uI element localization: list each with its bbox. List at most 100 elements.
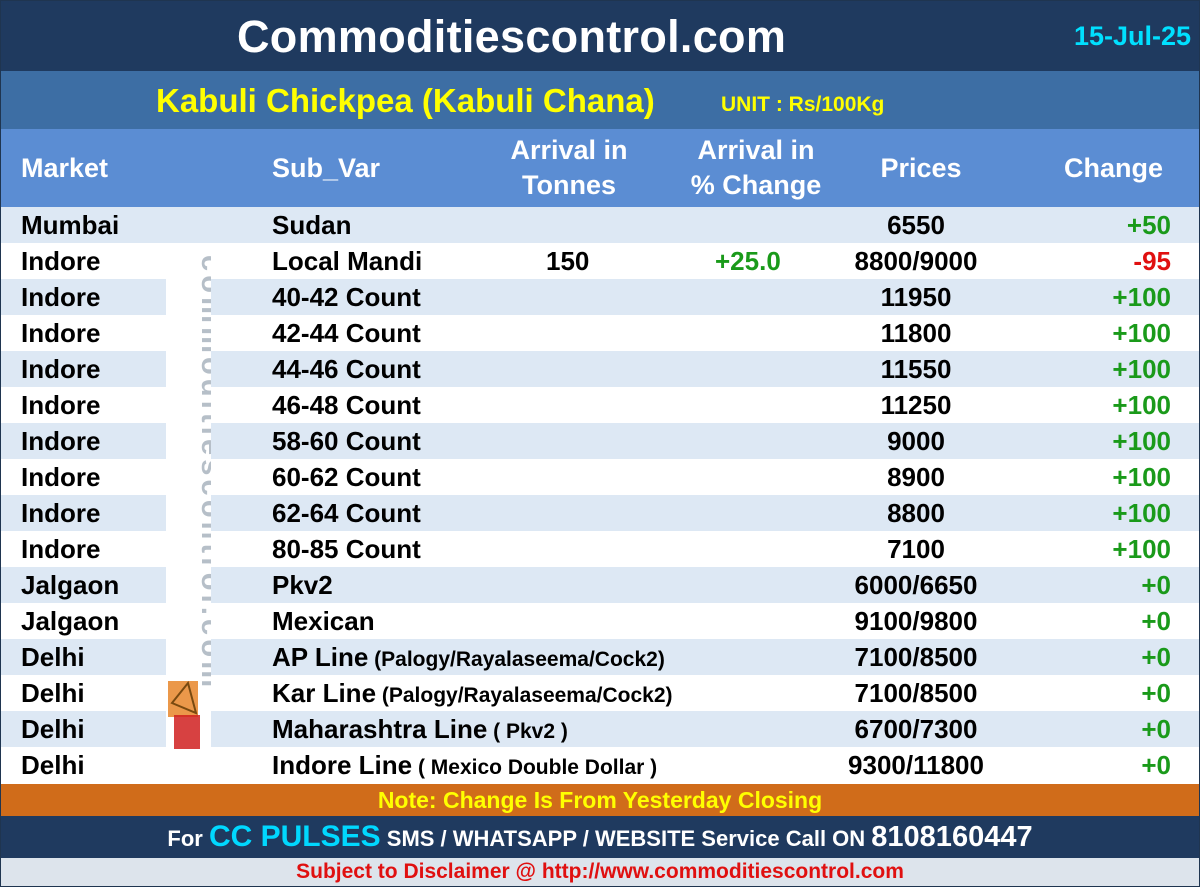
sub-var-cell: Mexican <box>272 603 375 639</box>
market-cell: Indore <box>21 390 101 420</box>
report-date: 15-Jul-25 <box>1073 21 1191 51</box>
change-cell: +100 <box>1112 462 1171 492</box>
table-row: Mumbai Sudan 6550 +50 <box>1 207 1199 243</box>
change-cell: +0 <box>1141 570 1171 600</box>
sub-var-cell: 58-60 Count <box>272 423 421 459</box>
sub-var-cell: 80-85 Count <box>272 531 421 567</box>
market-cell: Indore <box>21 282 101 312</box>
sub-var-cell: Indore Line ( Mexico Double Dollar ) <box>272 747 657 786</box>
sub-var-cell: 46-48 Count <box>272 387 421 423</box>
table-row: Delhi Kar Line (Palogy/Rayalaseema/Cock2)… <box>1 675 1199 711</box>
table-row: Indore 80-85 Count 7100 +100 <box>1 531 1199 567</box>
market-cell: Indore <box>21 462 101 492</box>
watermark-svg: commoditiescontrol.com <box>168 255 211 749</box>
sub-var-cell: Local Mandi <box>272 243 422 279</box>
sub-var-label: Maharashtra Line <box>272 714 488 744</box>
price-cell: 7100/8500 <box>854 678 978 708</box>
price-cell: 9300/11800 <box>848 750 984 780</box>
price-cell: 6000/6650 <box>854 570 978 600</box>
sub-var-label: AP Line <box>272 642 369 672</box>
sub-var-label: 80-85 Count <box>272 534 421 564</box>
sub-var-cell: 62-64 Count <box>272 495 421 531</box>
sub-var-label: 46-48 Count <box>272 390 421 420</box>
sub-var-note: ( Mexico Double Dollar ) <box>412 756 658 779</box>
sub-var-cell: 60-62 Count <box>272 459 421 495</box>
market-cell: Indore <box>21 318 101 348</box>
price-cell: 11800 <box>880 318 952 348</box>
market-cell: Indore <box>21 246 101 276</box>
market-cell: Mumbai <box>21 210 120 240</box>
sub-var-cell: Kar Line (Palogy/Rayalaseema/Cock2) <box>272 675 673 714</box>
sub-var-cell: AP Line (Palogy/Rayalaseema/Cock2) <box>272 639 665 678</box>
commodity-title: Kabuli Chickpea (Kabuli Chana) <box>156 82 655 119</box>
market-cell: Jalgaon <box>21 570 120 600</box>
sub-var-label: Kar Line <box>272 678 377 708</box>
sub-var-cell: 40-42 Count <box>272 279 421 315</box>
price-cell: 6700/7300 <box>854 714 978 744</box>
footer-bar: For CC PULSES SMS / WHATSAPP / WEBSITE S… <box>1 816 1199 858</box>
price-cell: 7100 <box>887 534 945 564</box>
price-cell: 11550 <box>880 354 952 384</box>
table-row: Delhi Indore Line ( Mexico Double Dollar … <box>1 747 1199 783</box>
sub-var-label: 62-64 Count <box>272 498 421 528</box>
arrival-pct-cell: +25.0 <box>715 246 781 276</box>
change-cell: +0 <box>1141 750 1171 780</box>
col-sub-var: Sub_Var <box>272 153 381 183</box>
change-cell: -95 <box>1133 246 1171 276</box>
table-row: Indore Local Mandi 150 +25.0 8800/9000 -95 <box>1 243 1199 279</box>
col-pct-line2: % Change <box>690 170 822 200</box>
col-pct-line1: Arrival in <box>697 135 815 165</box>
market-cell: Delhi <box>21 750 85 780</box>
arrival-cell: 150 <box>546 246 590 276</box>
sub-var-label: 42-44 Count <box>272 318 421 348</box>
price-cell: 11250 <box>880 390 952 420</box>
price-cell: 8800 <box>887 498 945 528</box>
site-title: Commoditiescontrol.com <box>237 11 787 62</box>
price-cell: 7100/8500 <box>854 642 978 672</box>
sub-var-note: (Palogy/Rayalaseema/Cock2) <box>368 648 665 671</box>
commodity-bar: Kabuli Chickpea (Kabuli Chana) UNIT : Rs… <box>1 71 1199 129</box>
watermark-text: commoditiescontrol.com <box>195 255 211 687</box>
logo-red-block <box>174 715 200 749</box>
sub-var-note: (Palogy/Rayalaseema/Cock2) <box>376 684 673 707</box>
sub-var-cell: Maharashtra Line ( Pkv2 ) <box>272 711 568 750</box>
change-cell: +100 <box>1112 498 1171 528</box>
col-arrival: Arrival in Tonnes <box>491 133 647 203</box>
col-prices: Prices <box>880 153 962 183</box>
sub-var-cell: Pkv2 <box>272 567 333 603</box>
change-cell: +100 <box>1112 318 1171 348</box>
change-cell: +0 <box>1141 642 1171 672</box>
footer-middle: SMS / WHATSAPP / WEBSITE Service Call ON <box>380 826 872 851</box>
col-market: Market <box>21 153 109 183</box>
market-cell: Delhi <box>21 642 85 672</box>
market-cell: Indore <box>21 426 101 456</box>
col-arrival-pct: Arrival in % Change <box>671 133 841 203</box>
market-cell: Indore <box>21 498 101 528</box>
note-bar: Note: Change Is From Yesterday Closing <box>1 784 1199 816</box>
logo-mark-icon <box>170 680 198 715</box>
change-cell: +100 <box>1112 426 1171 456</box>
sub-var-label: 60-62 Count <box>272 462 421 492</box>
market-cell: Indore <box>21 354 101 384</box>
sub-var-cell: Sudan <box>272 207 351 243</box>
market-cell: Indore <box>21 534 101 564</box>
change-cell: +0 <box>1141 714 1171 744</box>
table-row: Indore 46-48 Count 11250 +100 <box>1 387 1199 423</box>
col-arrival-line2: Tonnes <box>522 170 616 200</box>
price-cell: 9000 <box>887 426 945 456</box>
table-row: Jalgaon Mexican 9100/9800 +0 <box>1 603 1199 639</box>
col-arrival-line1: Arrival in <box>510 135 628 165</box>
sub-var-label: Pkv2 <box>272 570 333 600</box>
footer-cc-pulses: CC PULSES <box>208 820 381 853</box>
change-cell: +100 <box>1112 282 1171 312</box>
market-cell: Delhi <box>21 678 85 708</box>
sub-var-label: Indore Line <box>272 750 413 780</box>
sub-var-label: 58-60 Count <box>272 426 421 456</box>
watermark-logo: commoditiescontrol.com <box>166 243 211 773</box>
change-cell: +0 <box>1141 678 1171 708</box>
disclaimer-link[interactable]: Subject to Disclaimer @ http://www.commo… <box>1 858 1199 886</box>
footer-phone: 8108160447 <box>871 821 1033 853</box>
market-cell: Delhi <box>21 714 85 744</box>
price-cell: 9100/9800 <box>854 606 978 636</box>
